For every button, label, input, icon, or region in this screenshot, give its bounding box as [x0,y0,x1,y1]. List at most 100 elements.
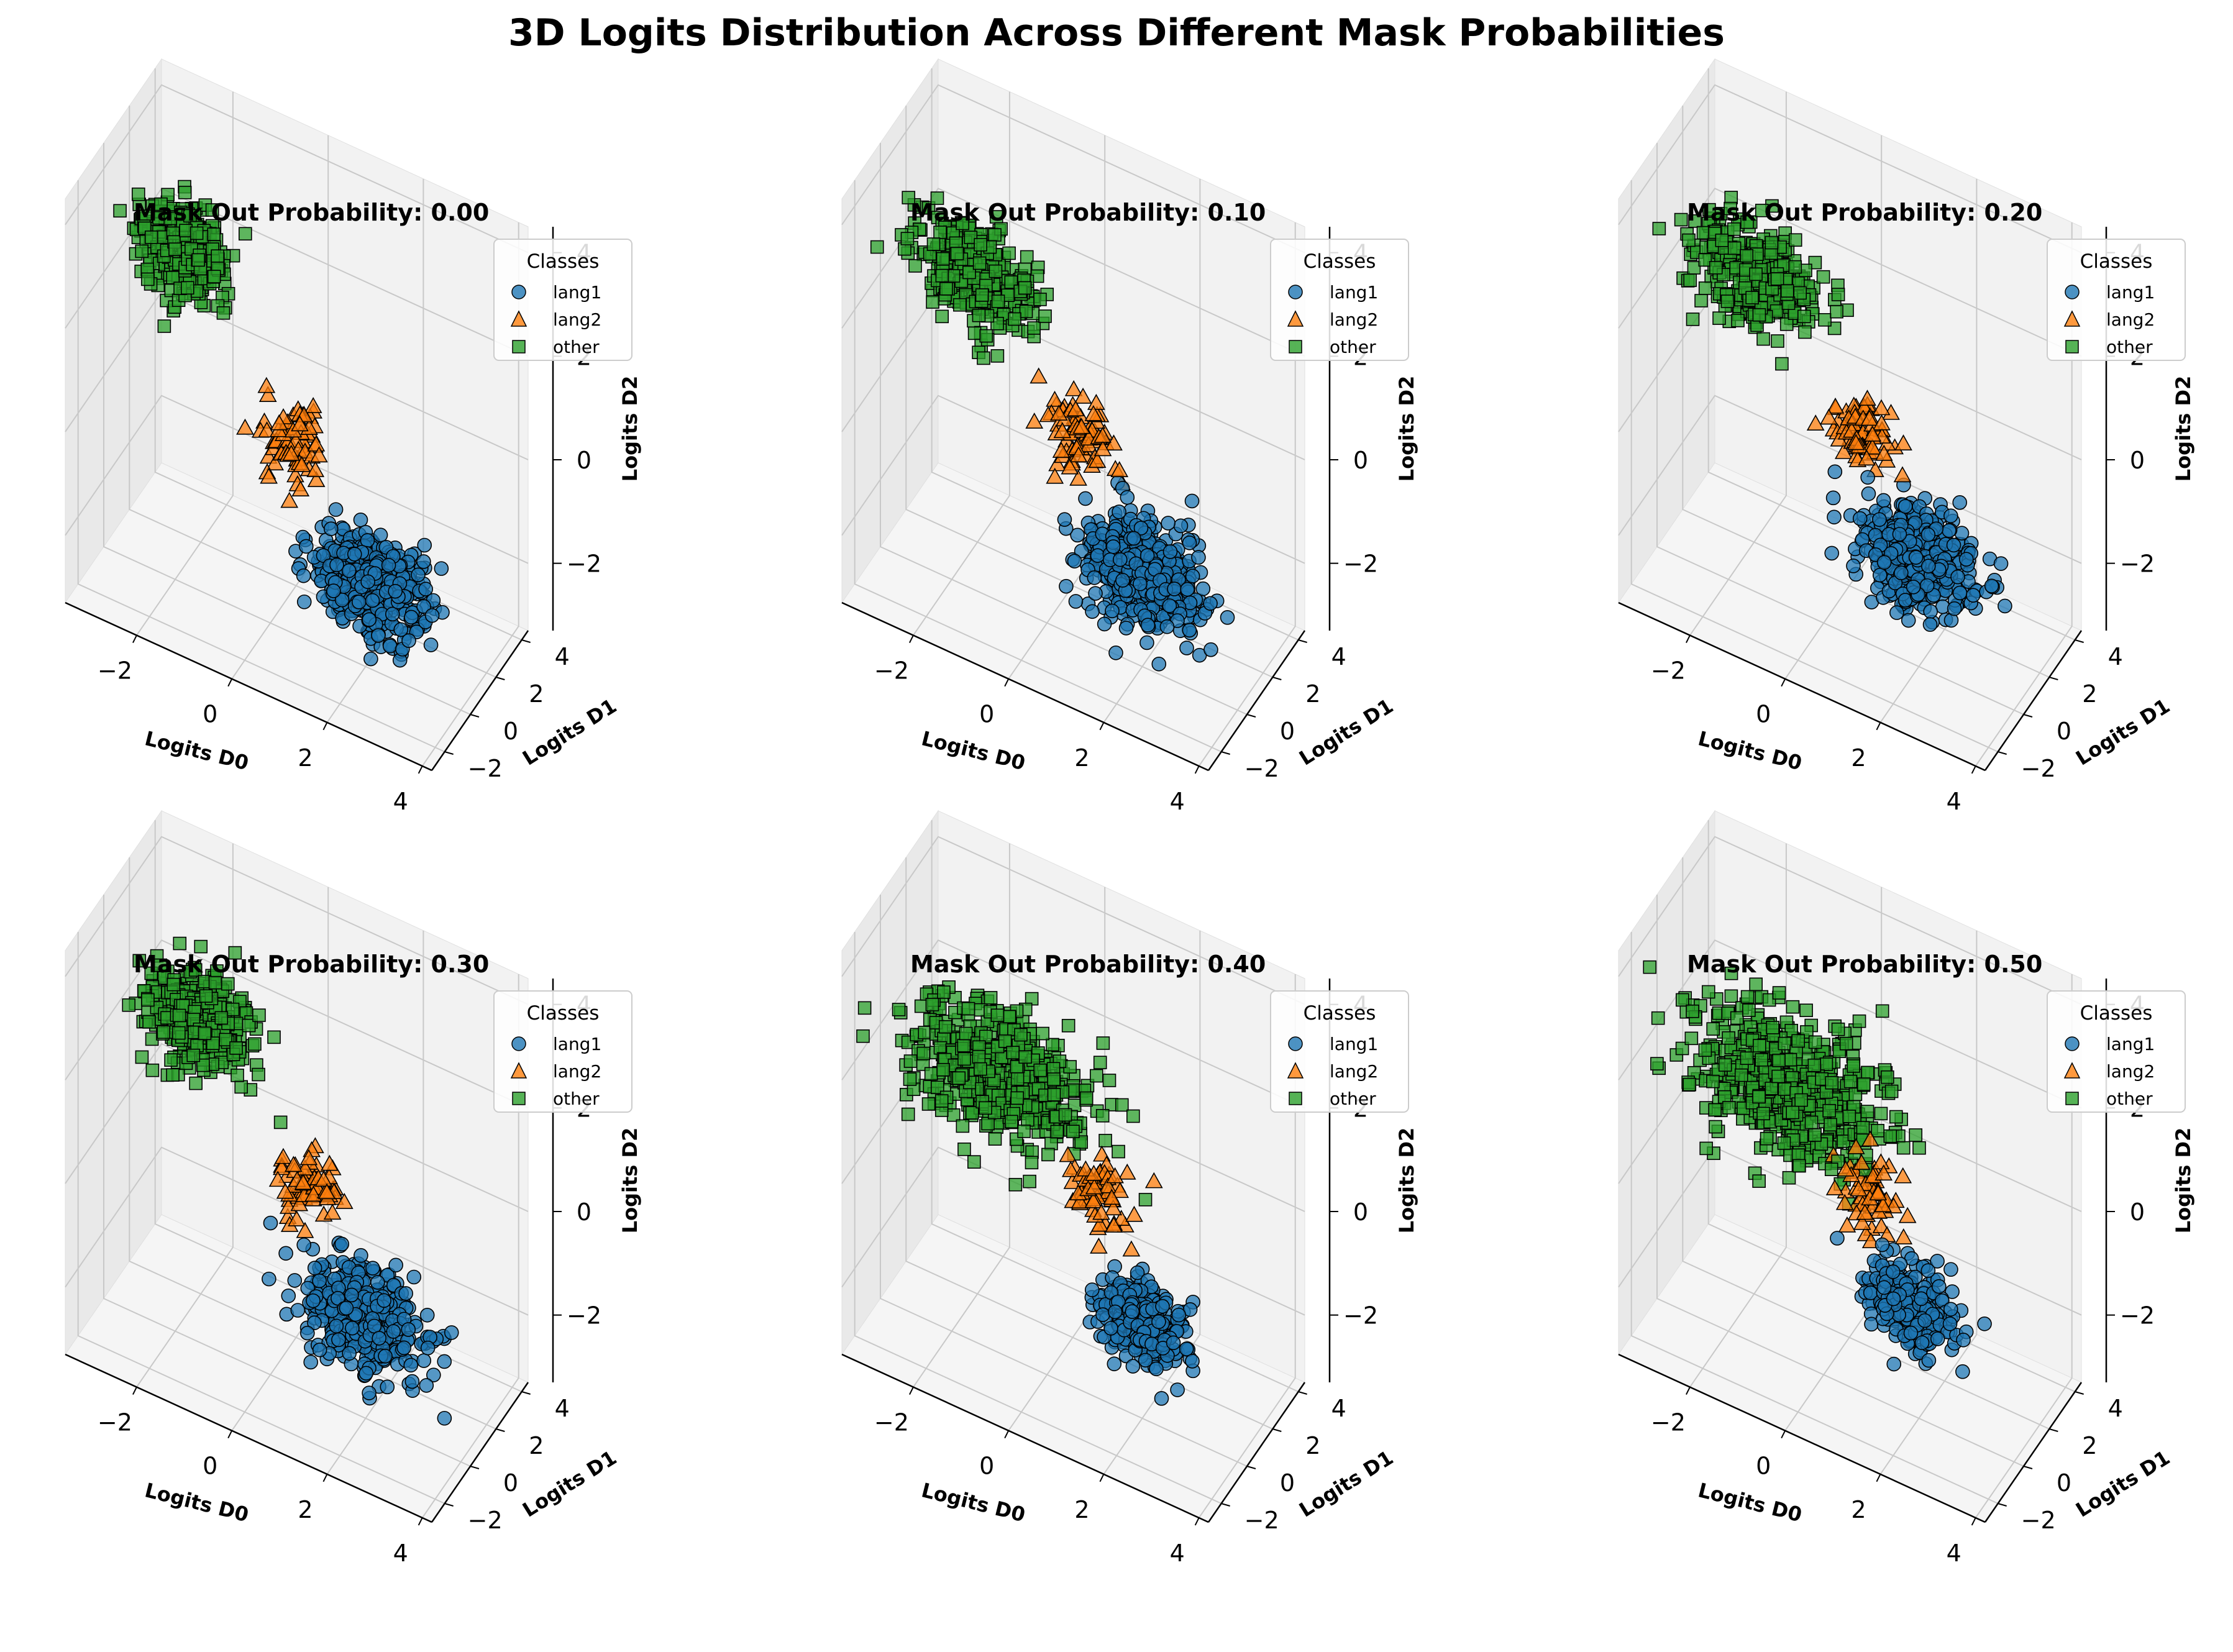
point-other [1699,1044,1711,1056]
point-lang1 [1182,623,1196,637]
point-lang1 [1861,487,1875,501]
point-other [940,283,952,295]
point-lang1 [313,1343,327,1357]
point-other [1686,1005,1699,1018]
point-other [936,270,948,282]
point-other [1771,335,1784,347]
point-other [937,1064,949,1076]
point-lang1 [335,1237,349,1251]
point-other [268,1031,280,1043]
point-other [1731,1011,1743,1024]
y-tick [522,1392,531,1394]
point-lang1 [382,559,396,572]
point-other [135,245,148,257]
point-other [222,978,234,990]
x-tick-label: 4 [393,1540,408,1567]
z-axis-label: Logits D2 [1395,1128,1418,1234]
point-lang1 [1861,470,1875,484]
point-lang1 [399,1287,413,1300]
point-other [1771,273,1784,285]
point-other [926,998,938,1011]
point-other [1127,1110,1139,1123]
point-lang1 [1126,1359,1139,1373]
point-lang1 [297,1238,311,1252]
point-other [253,1009,265,1021]
point-other [179,186,191,199]
point-other [1021,250,1033,263]
point-other [1695,294,1707,307]
point-other [1722,1032,1735,1044]
point-other [1750,268,1762,280]
point-lang1 [1825,546,1838,560]
point-lang1 [1878,555,1891,569]
point-other [135,1051,148,1063]
y-tick-label: 4 [2108,643,2123,670]
y-tick-label: 2 [1305,680,1320,708]
point-lang1 [419,582,432,596]
point-other [952,1072,965,1084]
point-lang1 [1059,580,1073,593]
point-other [972,1051,985,1063]
point-other [190,1077,202,1090]
point-lang1 [1951,570,1965,584]
point-lang1 [313,1274,326,1288]
point-other [1019,281,1031,294]
point-other [122,999,135,1011]
x-tick [133,1387,137,1395]
point-other [957,1039,970,1052]
point-lang1 [417,1354,431,1367]
point-other [1676,993,1689,1006]
point-lang1 [1180,583,1194,596]
legend-label-lang1: lang1 [2106,282,2155,303]
legend-label-lang2: lang2 [1330,1061,1378,1082]
point-other [909,260,921,272]
point-lang1 [405,1375,419,1389]
y-tick-label: −2 [468,755,503,782]
x-tick [1686,1387,1690,1395]
point-other [1685,1032,1697,1044]
point-lang1 [1827,491,1840,504]
point-other [1011,1073,1024,1085]
point-other [235,1080,247,1093]
z-tick-label: 0 [1353,1198,1368,1226]
point-lang1 [1873,513,1886,526]
point-lang1 [361,575,375,588]
point-lang1 [386,1325,400,1338]
point-other [992,295,1005,308]
point-lang1 [372,629,385,642]
point-lang1 [330,558,344,572]
point-lang1 [342,1346,356,1360]
point-other [982,1118,994,1130]
legend-label-lang1: lang1 [553,282,601,303]
point-lang1 [297,569,311,583]
z-tick-label: −2 [1343,1302,1378,1330]
point-lang1 [1221,611,1235,624]
x-tick [910,636,913,643]
point-lang1 [1948,602,1961,616]
point-other [958,1143,970,1156]
point-lang1 [401,1323,415,1336]
point-other [1097,1110,1109,1122]
point-other [1018,1125,1030,1138]
point-lang1 [378,1349,392,1363]
x-tick-label: 4 [1947,1540,1961,1567]
x-tick [1195,1518,1199,1525]
point-other [958,1052,970,1065]
point-lang1 [1174,519,1187,532]
y-tick [2024,714,2032,717]
point-lang1 [1109,646,1123,660]
point-other [1757,333,1770,345]
point-lang1 [1924,618,1937,631]
point-other [976,289,989,301]
point-lang1 [1161,516,1175,530]
z-tick-label: −2 [567,1302,601,1330]
point-other [1697,227,1710,239]
point-other [1750,978,1762,990]
point-other [1034,293,1046,306]
point-lang1 [389,1258,403,1272]
y-tick [496,1429,505,1431]
